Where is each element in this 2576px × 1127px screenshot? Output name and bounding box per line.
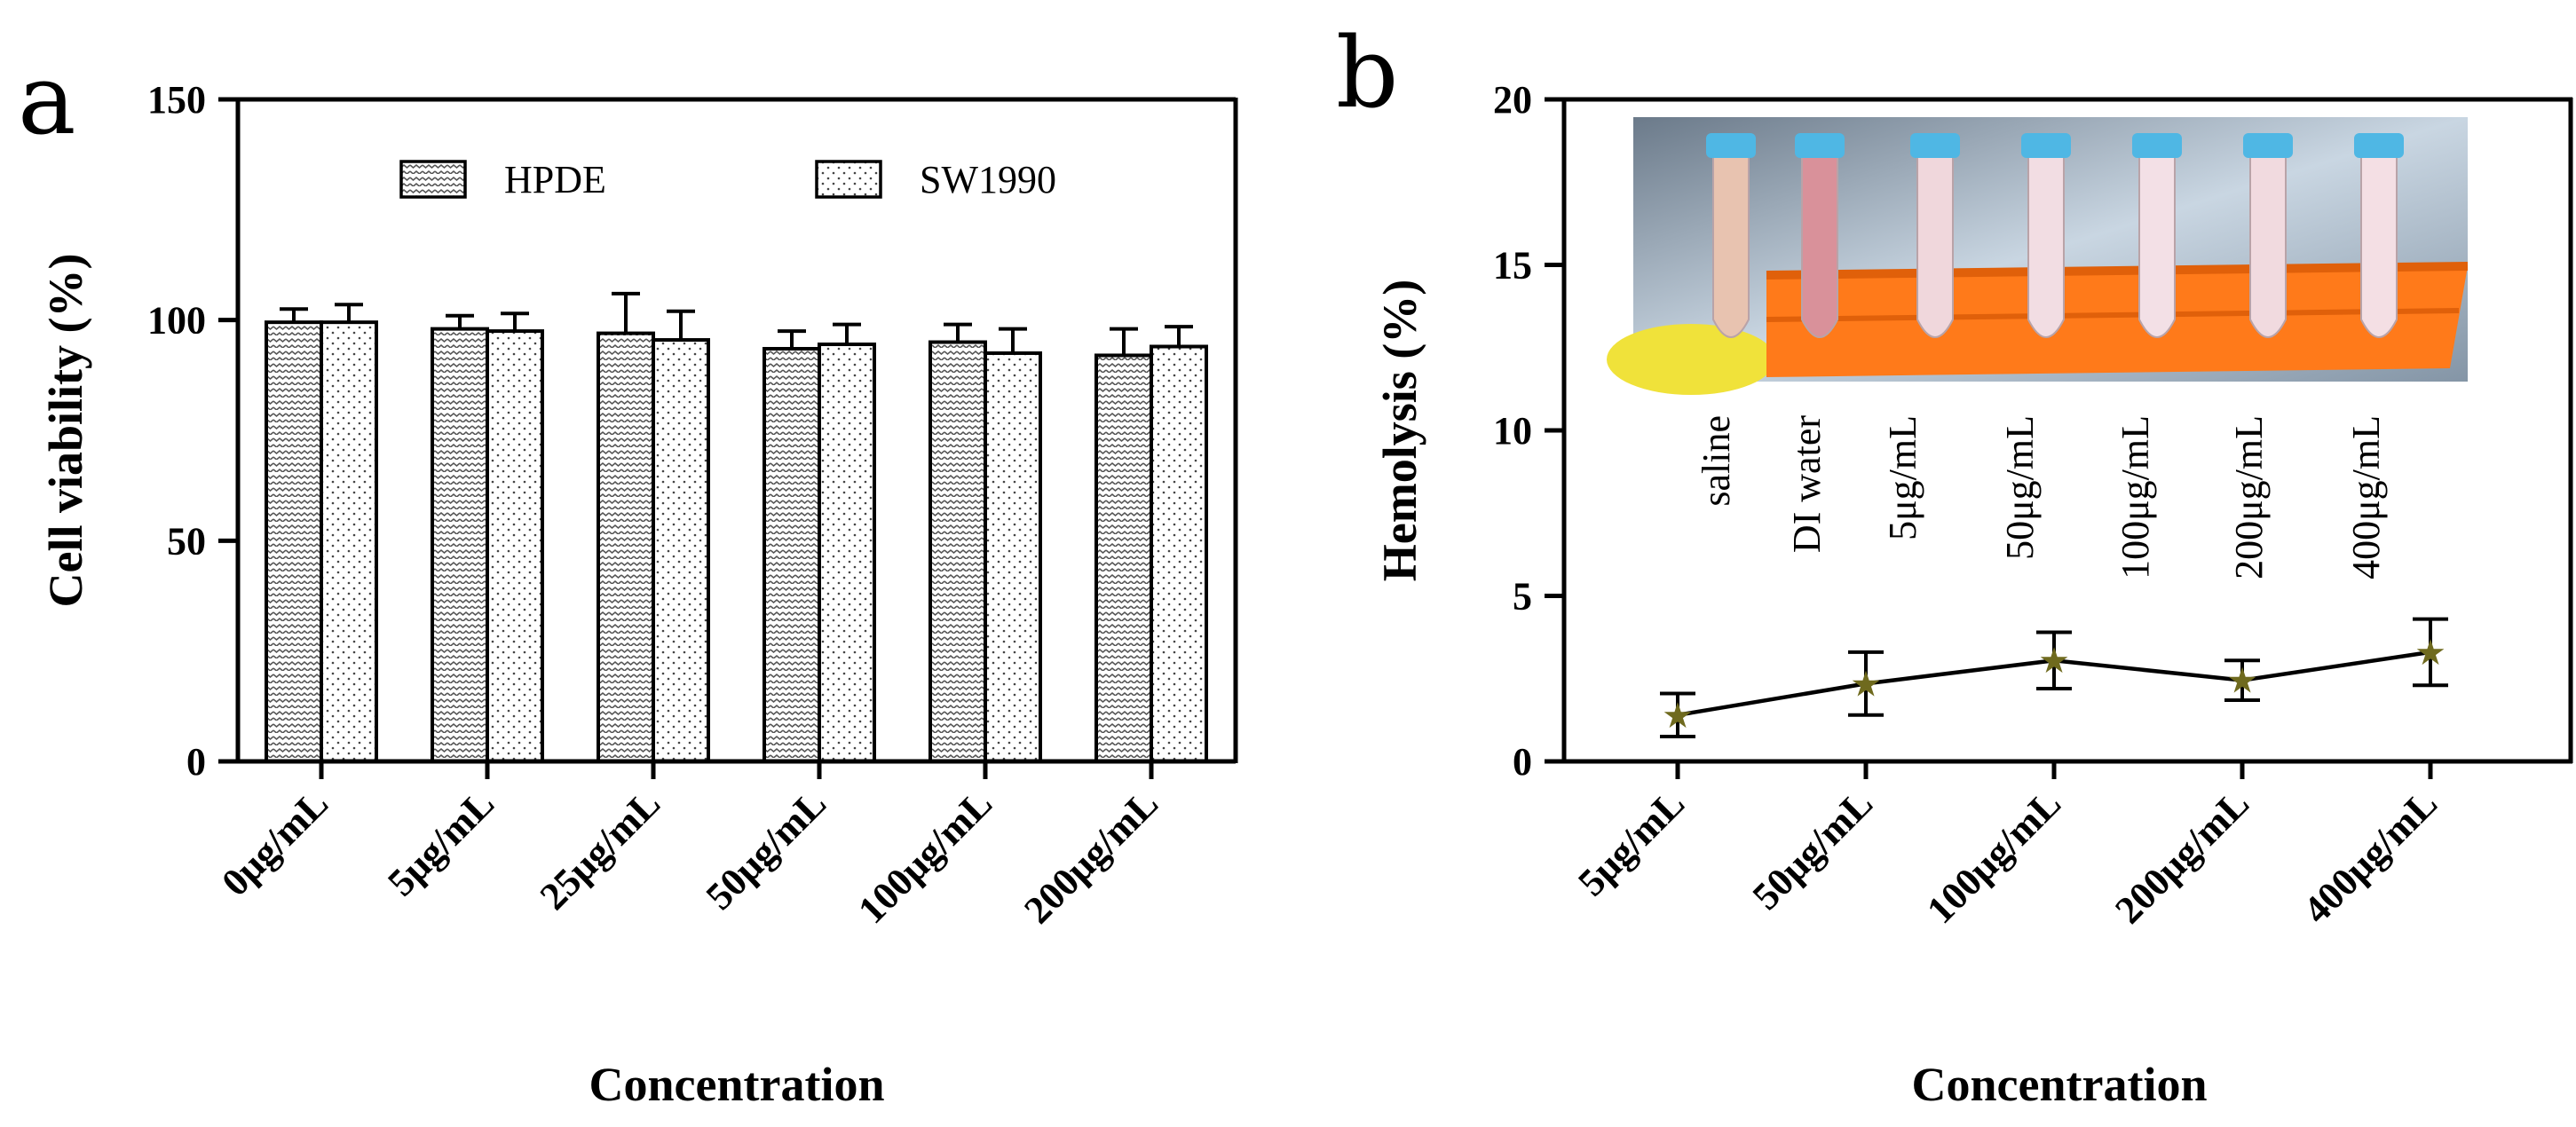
legend-label-sw1990: SW1990 [920, 158, 1056, 201]
photo-tube [2138, 150, 2176, 338]
panel-b-y-tick-label: 20 [1493, 78, 1532, 122]
bar-hpde-0 [265, 320, 323, 763]
bar-sw1990-0 [320, 320, 378, 763]
panel-b-x-ticks: 5μg/mL 50μg/mL 100μg/mL 200μg/mL 400μg/mL [1569, 761, 2446, 932]
panel-letter-b: b [1336, 16, 1398, 130]
panel-a-bar-chart: 0 50 100 150 0μg/mL 5μg/mL 25μg/mL 50μg/mL 100μ… [39, 78, 1238, 1111]
panel-b-x-tick-label: 50μg/mL [1744, 781, 1881, 918]
panel-b-x-tick-label: 400μg/mL [2295, 781, 2446, 932]
hemolysis-point: ★ [1850, 664, 1882, 705]
panel-b-y-axis-title: Hemolysis (%) [1373, 280, 1426, 581]
photo-tube-cap [1910, 133, 1960, 158]
bar-sw1990-5 [1150, 344, 1208, 763]
panel-a-y-tick-label: 150 [147, 78, 206, 122]
hemolysis-point: ★ [2414, 633, 2446, 674]
photo-tube-cap [2021, 133, 2071, 158]
photo-tube-cap [2354, 133, 2404, 158]
photo-tube-cap [1795, 133, 1845, 158]
bar-sw1990-1 [486, 329, 544, 763]
photo-tube [1801, 150, 1838, 338]
panel-a-y-tick-label: 50 [167, 519, 206, 563]
bar-hpde-5 [1094, 353, 1153, 763]
bar-sw1990-4 [984, 351, 1042, 763]
panel-b-x-tick-label: 100μg/mL [1918, 781, 2069, 932]
legend-swatch-hpde [399, 160, 467, 199]
bar-hpde-4 [928, 340, 987, 763]
panel-a-plot-area [265, 291, 1208, 763]
panel-b-y-tick-label: 15 [1493, 244, 1532, 288]
inset-photo-label: 100μg/mL [2114, 415, 2157, 579]
panel-a-x-tick-label: 5μg/mL [379, 781, 502, 904]
bar-hpde-1 [431, 327, 489, 763]
photo-tube [2360, 150, 2398, 338]
bar-hpde-3 [763, 346, 821, 763]
panel-letter-a: a [18, 43, 76, 156]
panel-b-plot-area: ★ ★ ★ ★ ★ [1660, 617, 2448, 739]
inset-photo-label: saline [1695, 415, 1738, 507]
panel-a-y-tick-label: 100 [147, 299, 206, 343]
legend-label-hpde: HPDE [504, 158, 606, 201]
inset-photo-labels: saline DI water 5μg/mL 50μg/mL 100μg/mL 200μg… [1695, 415, 2388, 579]
panel-b-y-tick-label: 5 [1513, 575, 1532, 619]
photo-tube [1712, 150, 1750, 338]
bar-sw1990-2 [652, 338, 710, 763]
bar-sw1990-3 [818, 343, 876, 763]
hemolysis-point: ★ [2226, 661, 2258, 702]
panel-a-x-tick-label: 100μg/mL [849, 781, 1000, 932]
legend-swatch-sw1990 [815, 160, 882, 199]
photo-tube-cap [1706, 133, 1756, 158]
photo-tube-cap [2243, 133, 2293, 158]
panel-a-x-tick-label: 0μg/mL [213, 781, 336, 904]
photo-tube [1916, 150, 1954, 338]
inset-photo-tubes [1607, 117, 2469, 395]
inset-photo-label: 400μg/mL [2344, 415, 2388, 579]
inset-photo-label: 200μg/mL [2227, 415, 2271, 579]
inset-photo-label: 5μg/mL [1881, 415, 1924, 540]
panel-a-x-tick-label: 25μg/mL [532, 781, 668, 918]
panel-b-y-tick-label: 10 [1493, 409, 1532, 453]
hemolysis-point: ★ [1662, 696, 1694, 737]
panel-a-x-axis-title: Concentration [589, 1058, 885, 1111]
panel-a-y-axis-title: Cell viability (%) [39, 254, 92, 608]
hemolysis-point: ★ [2038, 641, 2070, 682]
photo-tube [2027, 150, 2065, 338]
panel-b-y-ticks: 0 5 10 15 20 [1493, 78, 1564, 784]
panel-b-y-tick-label: 0 [1513, 740, 1532, 784]
photo-tube [2249, 150, 2287, 338]
panel-a-x-tick-label: 50μg/mL [698, 781, 834, 918]
panel-a-y-tick-label: 0 [186, 740, 206, 784]
panel-a-x-ticks: 0μg/mL 5μg/mL 25μg/mL 50μg/mL 100μg/mL 200μg/… [213, 761, 1166, 932]
inset-photo-label: 50μg/mL [1998, 415, 2042, 560]
panel-b-x-tick-label: 200μg/mL [2106, 781, 2257, 932]
photo-tube-cap [2132, 133, 2182, 158]
panel-a-x-tick-label: 200μg/mL [1015, 781, 1166, 932]
panel-a-y-ticks: 0 50 100 150 [147, 78, 238, 784]
panel-b-line-chart: saline DI water 5μg/mL 50μg/mL 100μg/mL 200μg… [1373, 78, 2573, 1111]
panel-b-x-axis-title: Concentration [1912, 1058, 2208, 1111]
inset-photo-label: DI water [1785, 415, 1829, 553]
panel-b-x-tick-label: 5μg/mL [1569, 781, 1693, 904]
photo-yellow-rack [1607, 324, 1775, 395]
bar-hpde-2 [597, 331, 655, 763]
photo-tubes [1706, 133, 2404, 338]
